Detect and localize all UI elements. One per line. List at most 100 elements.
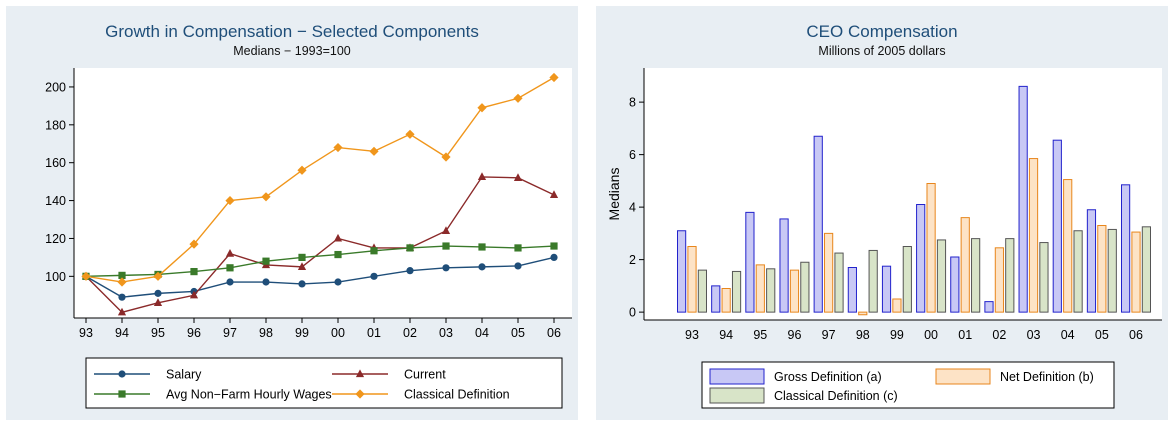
- bar: [926, 183, 936, 313]
- diamond-marker: [81, 271, 91, 281]
- circle-marker: [478, 263, 486, 271]
- triangle-marker: [549, 190, 559, 198]
- x-tick-label: 98: [856, 328, 870, 342]
- square-marker: [514, 244, 522, 252]
- x-tick-label: 01: [958, 328, 972, 342]
- y-axis-title: Medians: [606, 168, 622, 221]
- diamond-marker: [477, 103, 487, 113]
- square-marker: [334, 250, 342, 259]
- legend-label: Net Definition (b): [1000, 370, 1094, 384]
- bar: [892, 298, 902, 313]
- diamond-marker: [189, 239, 199, 249]
- x-tick-label: 93: [79, 326, 93, 340]
- bar: [731, 270, 742, 313]
- x-tick-label: 05: [511, 326, 525, 340]
- x-tick-label: 99: [295, 326, 309, 340]
- x-tick-label: 04: [1061, 328, 1075, 342]
- diamond-marker: [513, 93, 523, 103]
- x-tick-label: 06: [1129, 328, 1143, 342]
- square-marker: [298, 253, 306, 261]
- diamond-marker: [333, 142, 343, 153]
- triangle-marker: [477, 172, 487, 181]
- y-tick-label: 0: [629, 306, 636, 320]
- y-tick-label: 6: [629, 148, 636, 162]
- square-marker: [478, 243, 486, 251]
- line-chart-svg: 100 120 140 160 180 200 93 94 95 96 97 98 99 00 01 02 03…: [45, 68, 572, 409]
- bar: [834, 252, 844, 313]
- chart-subtitle: Millions of 2005 dollars: [818, 44, 946, 58]
- bar: [789, 269, 800, 313]
- square-marker: [262, 257, 270, 265]
- legend-swatch: [935, 368, 991, 385]
- x-tick-label: 93: [685, 328, 699, 342]
- y-tick-label: 100: [45, 270, 66, 284]
- triangle-marker: [117, 307, 127, 316]
- bar: [697, 269, 708, 313]
- diamond-marker: [405, 129, 415, 139]
- x-tick-label: 96: [187, 326, 201, 340]
- bar: [677, 230, 687, 313]
- x-tick-label: 00: [331, 326, 345, 340]
- triangle-marker: [297, 262, 307, 270]
- triangle-marker: [513, 173, 523, 181]
- bar: [779, 218, 789, 313]
- diamond-marker: [369, 146, 379, 156]
- circle-marker: [406, 267, 414, 275]
- legend-label: Classical Definition: [404, 388, 510, 402]
- circle-marker: [262, 278, 270, 286]
- triangle-marker: [189, 290, 199, 299]
- x-tick-label: 95: [753, 328, 767, 342]
- bar: [745, 211, 755, 313]
- square-marker: [550, 242, 558, 250]
- square-marker: [118, 271, 126, 279]
- diamond-marker: [261, 192, 271, 202]
- y-tick-label: 120: [45, 232, 66, 246]
- square-marker: [442, 242, 450, 250]
- legend-label: Current: [404, 368, 446, 382]
- bar: [721, 288, 731, 313]
- x-tick-label: 04: [475, 326, 489, 340]
- bar: [1073, 230, 1083, 313]
- circle-marker: [370, 272, 378, 280]
- y-tick-label: 160: [45, 156, 66, 170]
- circle-marker: [298, 280, 306, 288]
- x-tick-label: 94: [115, 326, 129, 340]
- bar: [813, 135, 823, 313]
- square-marker: [190, 267, 198, 276]
- plot-area: [74, 68, 572, 318]
- x-tick-label: 99: [890, 328, 904, 342]
- bar: [936, 239, 947, 313]
- x-tick-label: 05: [1095, 328, 1109, 342]
- bar: [1131, 231, 1141, 313]
- bar: [868, 249, 878, 313]
- bar: [687, 246, 697, 313]
- x-tick-label: 01: [367, 326, 381, 340]
- x-tick-label: 06: [547, 326, 561, 340]
- x-tick-label: 95: [151, 326, 165, 340]
- diamond-marker: [355, 389, 365, 399]
- square-marker: [406, 244, 414, 252]
- legend-swatch: [709, 387, 765, 404]
- y-tick-label: 200: [45, 80, 66, 94]
- series-line: [85, 176, 555, 314]
- bar: [1063, 179, 1073, 313]
- bar: [1121, 184, 1131, 313]
- circle-marker: [550, 253, 558, 261]
- bar: [994, 247, 1004, 313]
- compensation-growth-chart-panel: Growth in Compensation − Selected Compon…: [6, 6, 578, 420]
- x-tick-label: 94: [719, 328, 733, 342]
- circle-marker: [442, 264, 450, 272]
- bar: [1028, 158, 1039, 313]
- bar: [858, 311, 868, 316]
- bar: [881, 265, 892, 313]
- circle-marker: [118, 370, 126, 378]
- bar: [960, 217, 970, 313]
- legend-swatch: [709, 368, 765, 385]
- x-tick-label: 03: [439, 326, 453, 340]
- bar: [824, 232, 834, 313]
- legend-label: Avg Non−Farm Hourly Wages: [166, 388, 332, 402]
- triangle-marker: [333, 233, 343, 242]
- triangle-marker: [441, 226, 451, 234]
- series-line: [85, 245, 555, 278]
